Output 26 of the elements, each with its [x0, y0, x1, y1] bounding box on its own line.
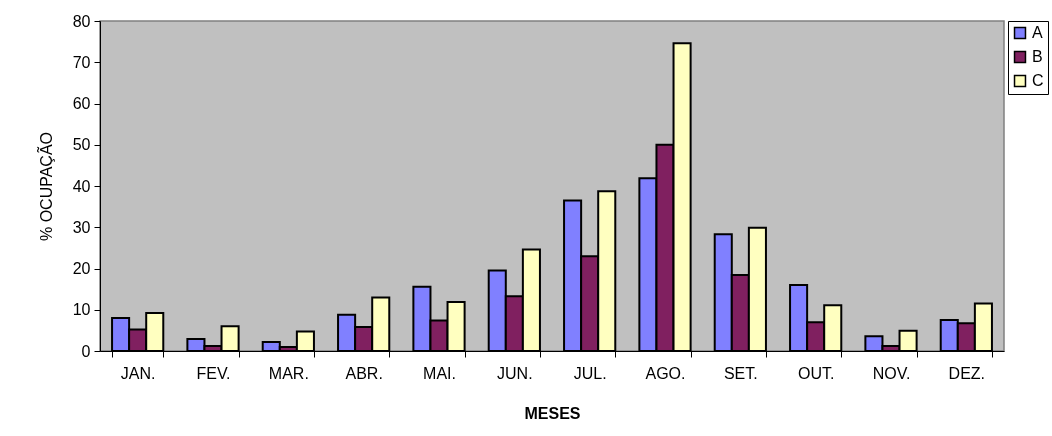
legend-label: A	[1032, 24, 1043, 41]
y-tick-label: 80	[72, 12, 91, 30]
x-tick-label: MAR.	[268, 364, 309, 382]
x-tick-label: SET.	[723, 364, 758, 382]
y-axis-title: % OCUPAÇÃO	[35, 131, 55, 242]
legend-label: C	[1032, 72, 1044, 89]
x-tick-label: OUT.	[797, 364, 835, 382]
x-tick-label: JAN.	[120, 364, 156, 382]
x-tick-label: JUN.	[497, 364, 533, 382]
y-tick-label: 10	[72, 301, 91, 319]
y-tick-label: 70	[72, 53, 91, 71]
x-tick-label: JUL.	[573, 364, 607, 382]
y-tick-label: 20	[72, 260, 91, 277]
y-tick-label: 50	[72, 136, 91, 154]
y-tick-label: 0	[81, 342, 91, 360]
x-tick-label: NOV.	[872, 364, 911, 382]
y-tick-label: 60	[72, 95, 91, 112]
x-tick-label: FEV.	[196, 364, 231, 382]
x-tick-label: ABR.	[345, 364, 383, 382]
y-tick-label: 30	[72, 218, 91, 236]
x-axis-title: MESES	[524, 404, 581, 422]
x-tick-label: AGO.	[645, 364, 686, 382]
legend-label: B	[1032, 48, 1043, 65]
y-tick-label: 40	[72, 177, 91, 195]
x-tick-label: MAI.	[423, 364, 456, 382]
x-tick-label: DEZ.	[948, 364, 986, 382]
